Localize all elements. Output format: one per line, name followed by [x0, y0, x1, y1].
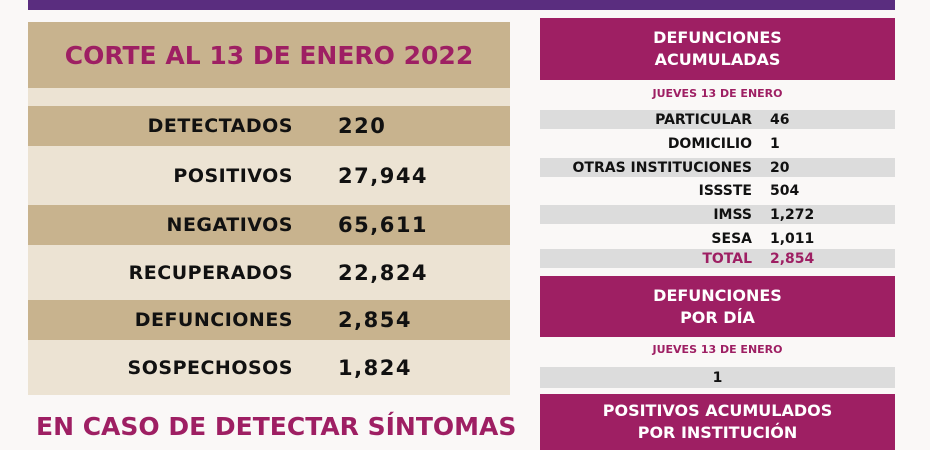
row-label: RECUPERADOS [128, 261, 293, 284]
deaths-total-row: TOTAL 2,854 [540, 249, 895, 268]
top-bar [28, 0, 895, 10]
summary-row: POSITIVOS 27,944 [28, 146, 510, 205]
row-value: 20 [770, 159, 790, 176]
row-label: IMSS [713, 206, 752, 223]
header-line: POR INSTITUCIÓN [637, 423, 798, 442]
header-line: POR DÍA [680, 307, 755, 327]
row-label: POSITIVOS [173, 164, 293, 187]
deaths-row: DOMICILIO 1 [540, 134, 895, 153]
row-value: 2,854 [338, 308, 412, 332]
summary-row: DEFUNCIONES 2,854 [28, 300, 510, 340]
defunciones-acumuladas-header: DEFUNCIONES ACUMULADAS [540, 18, 895, 80]
summary-title: CORTE AL 13 DE ENERO 2022 [28, 22, 510, 88]
row-label: NEGATIVOS [166, 214, 293, 236]
row-value: 1,824 [338, 355, 412, 380]
header-line: POSITIVOS ACUMULADOS [602, 401, 833, 420]
summary-row: SOSPECHOSOS 1,824 [28, 340, 510, 395]
row-value: 1 [770, 135, 780, 152]
deaths-row: OTRAS INSTITUCIONES 20 [540, 158, 895, 177]
summary-row: NEGATIVOS 65,611 [28, 205, 510, 245]
defunciones-dia-header: DEFUNCIONES POR DÍA [540, 276, 895, 337]
row-label: DEFUNCIONES [134, 309, 293, 331]
row-label: ISSSTE [698, 182, 752, 199]
row-label: DETECTADOS [147, 115, 293, 137]
row-label: SESA [711, 230, 752, 247]
header-line: DEFUNCIONES [653, 28, 782, 47]
deaths-row: SESA 1,011 [540, 229, 895, 248]
row-label: OTRAS INSTITUCIONES [572, 159, 752, 176]
row-value: 1,011 [770, 230, 815, 247]
row-value: 27,944 [338, 163, 429, 188]
positivos-institucion-header: POSITIVOS ACUMULADOS POR INSTITUCIÓN [540, 394, 895, 450]
row-value: 65,611 [338, 213, 429, 237]
deaths-row: IMSS 1,272 [540, 205, 895, 224]
deaths-row: ISSSTE 504 [540, 181, 895, 200]
deaths-day-row: 1 [540, 367, 895, 388]
date-label: JUEVES 13 DE ENERO [652, 87, 783, 100]
row-label: TOTAL [702, 250, 752, 267]
row-value: 1 [712, 369, 723, 386]
row-label: DOMICILIO [667, 135, 752, 152]
footer-heading: EN CASO DE DETECTAR SÍNTOMAS [36, 412, 517, 441]
summary-panel: CORTE AL 13 DE ENERO 2022 DETECTADOS 220 … [28, 22, 510, 395]
date-label: JUEVES 13 DE ENERO [652, 343, 783, 356]
row-value: 1,272 [770, 206, 815, 223]
header-line: DEFUNCIONES [653, 285, 782, 305]
deaths-row: PARTICULAR 46 [540, 110, 895, 129]
row-value: 504 [770, 182, 800, 199]
summary-row: DETECTADOS 220 [28, 106, 510, 146]
row-value: 22,824 [338, 260, 429, 285]
header-line: ACUMULADAS [654, 50, 781, 69]
row-value: 46 [770, 111, 790, 128]
row-value: 220 [338, 114, 387, 138]
row-value: 2,854 [770, 250, 815, 267]
row-label: SOSPECHOSOS [127, 356, 293, 379]
row-label: PARTICULAR [655, 111, 752, 128]
summary-row: RECUPERADOS 22,824 [28, 245, 510, 300]
